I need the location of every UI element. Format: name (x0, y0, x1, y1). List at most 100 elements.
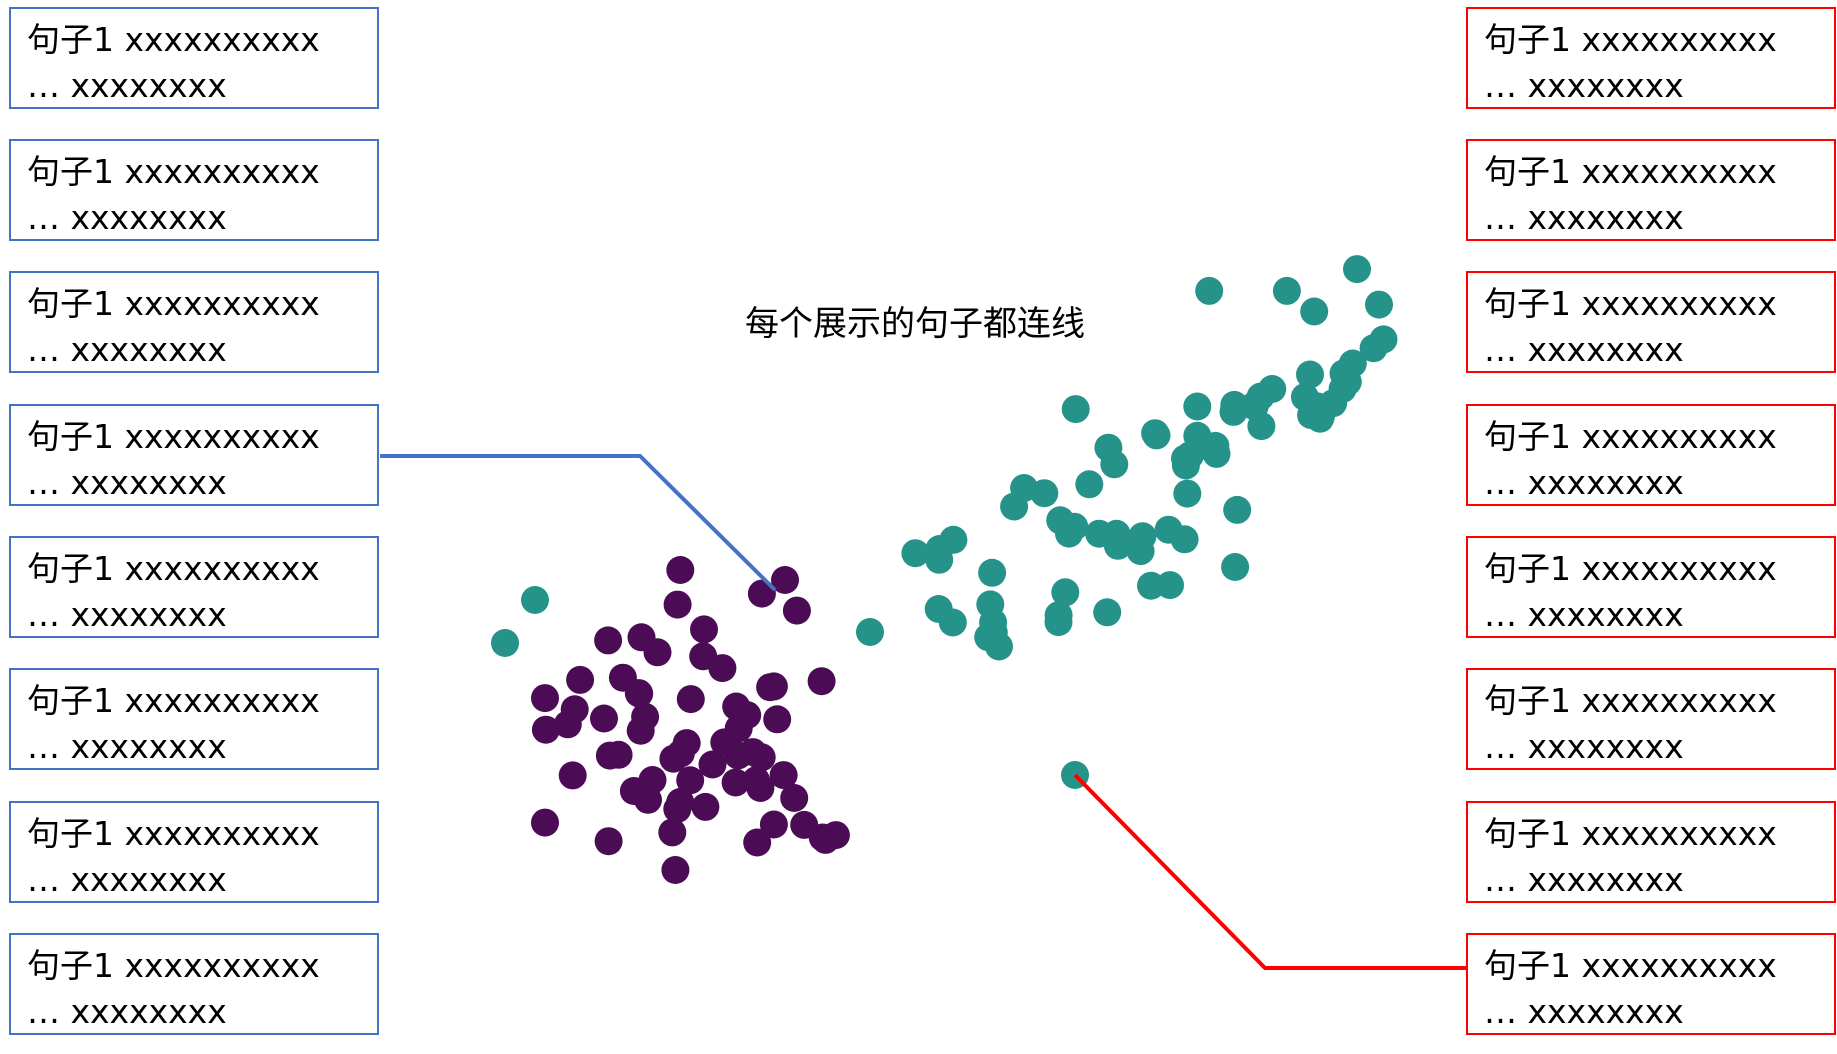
cluster-point-teal (1051, 578, 1080, 607)
cluster-point-purple (691, 792, 720, 821)
sentence-line-2: … xxxxxxxx (1484, 198, 1684, 237)
cluster-point-purple (811, 825, 840, 854)
sentence-line-2: … xxxxxxxx (27, 595, 227, 634)
red-connector-line (1073, 773, 1468, 970)
right-sentence-box[interactable]: 句子1 xxxxxxxxxx … xxxxxxxx (1466, 404, 1836, 506)
left-sentence-box[interactable]: 句子1 xxxxxxxxxx … xxxxxxxx (9, 271, 379, 373)
sentence-line-1: 句子1 xxxxxxxxxx (1484, 152, 1777, 191)
cluster-point-purple (558, 761, 587, 790)
left-sentence-box[interactable]: 句子1 xxxxxxxxxx … xxxxxxxx (9, 801, 379, 903)
sentence-line-2: … xxxxxxxx (27, 992, 227, 1031)
cluster-point-teal (1154, 515, 1183, 544)
cluster-point-purple (595, 741, 624, 770)
sentence-line-2: … xxxxxxxx (27, 198, 227, 237)
cluster-point-purple (590, 704, 618, 733)
left-sentence-box[interactable]: 句子1 xxxxxxxxxx … xxxxxxxx (9, 7, 379, 109)
sentence-line-1: 句子1 xxxxxxxxxx (27, 681, 320, 720)
right-sentence-box[interactable]: 句子1 xxxxxxxxxx … xxxxxxxx (1466, 536, 1836, 638)
sentence-line-2: … xxxxxxxx (27, 330, 227, 369)
right-sentence-box[interactable]: 句子1 xxxxxxxxxx … xxxxxxxx (1466, 801, 1836, 903)
sentence-line-2: … xxxxxxxx (27, 463, 227, 502)
cluster-point-teal (985, 632, 1013, 661)
cluster-point-teal (856, 618, 884, 646)
right-sentence-box[interactable]: 句子1 xxxxxxxxxx … xxxxxxxx (1466, 933, 1836, 1035)
cluster-point-purple (759, 810, 788, 839)
cluster-point-purple (743, 828, 772, 857)
cluster-point-purple (643, 638, 672, 667)
right-sentence-box[interactable]: 句子1 xxxxxxxxxx … xxxxxxxx (1466, 271, 1836, 373)
cluster-point-teal (1060, 512, 1089, 541)
sentence-line-1: 句子1 xxxxxxxxxx (1484, 417, 1777, 456)
cluster-point-purple (594, 626, 623, 655)
sentence-line-2: … xxxxxxxx (27, 860, 227, 899)
sentence-line-1: 句子1 xxxxxxxxxx (27, 814, 320, 853)
cluster-point-purple (698, 750, 727, 779)
sentence-line-1: 句子1 xxxxxxxxxx (1484, 946, 1777, 985)
cluster-point-teal (901, 539, 930, 568)
cluster-point-teal (1365, 290, 1393, 319)
cluster-point-teal (1195, 276, 1224, 305)
sentence-line-1: 句子1 xxxxxxxxxx (1484, 20, 1777, 59)
cluster-point-teal (1333, 367, 1362, 396)
left-sentence-box[interactable]: 句子1 xxxxxxxxxx … xxxxxxxx (9, 139, 379, 241)
cluster-point-teal (1141, 419, 1170, 448)
left-sentence-box[interactable]: 句子1 xxxxxxxxxx … xxxxxxxx (9, 404, 379, 506)
cluster-point-purple (661, 856, 690, 884)
cluster-point-teal (1369, 325, 1398, 354)
cluster-point-teal (1183, 392, 1212, 421)
cluster-point-teal (1223, 495, 1252, 524)
cluster-point-teal (521, 586, 549, 614)
right-sentence-box[interactable]: 句子1 xxxxxxxxxx … xxxxxxxx (1466, 668, 1836, 770)
cluster-point-purple (663, 795, 692, 823)
sentence-line-1: 句子1 xxxxxxxxxx (1484, 549, 1777, 588)
cluster-point-teal (1103, 531, 1132, 560)
sentence-line-2: … xxxxxxxx (1484, 330, 1684, 369)
sentence-line-2: … xxxxxxxx (27, 66, 227, 105)
cluster-point-teal (1296, 360, 1324, 389)
cluster-point-purple (531, 684, 559, 713)
sentence-line-1: 句子1 xxxxxxxxxx (1484, 814, 1777, 853)
sentence-line-1: 句子1 xxxxxxxxxx (27, 152, 320, 191)
sentence-line-2: … xxxxxxxx (1484, 595, 1684, 634)
cluster-point-purple (626, 716, 655, 745)
cluster-point-purple (553, 710, 582, 739)
cluster-point-teal (1220, 390, 1249, 419)
sentence-line-2: … xxxxxxxx (1484, 66, 1684, 105)
right-sentence-box[interactable]: 句子1 xxxxxxxxxx … xxxxxxxx (1466, 7, 1836, 109)
teal-cluster (491, 255, 1398, 789)
sentence-line-1: 句子1 xxxxxxxxxx (1484, 284, 1777, 323)
cluster-point-purple (666, 556, 695, 584)
left-sentence-box[interactable]: 句子1 xxxxxxxxxx … xxxxxxxx (9, 536, 379, 638)
blue-connector-line (380, 454, 777, 592)
cluster-point-purple (807, 667, 836, 696)
cluster-point-purple (634, 785, 662, 814)
cluster-point-purple (625, 679, 654, 708)
cluster-point-teal (1319, 389, 1348, 418)
cluster-point-teal (491, 629, 519, 657)
cluster-point-teal (1171, 451, 1200, 480)
cluster-point-purple (780, 784, 809, 812)
sentence-line-1: 句子1 xxxxxxxxxx (27, 946, 320, 985)
left-sentence-box[interactable]: 句子1 xxxxxxxxxx … xxxxxxxx (9, 933, 379, 1035)
cluster-point-teal (979, 608, 1008, 637)
cluster-point-purple (531, 808, 559, 837)
cluster-point-purple (721, 768, 750, 797)
sentence-line-2: … xxxxxxxx (27, 727, 227, 766)
cluster-point-teal (1156, 571, 1184, 600)
sentence-line-1: 句子1 xxxxxxxxxx (27, 284, 320, 323)
cluster-point-teal (1300, 297, 1329, 326)
cluster-point-purple (733, 701, 762, 730)
cluster-point-teal (1061, 395, 1090, 424)
cluster-point-teal (938, 608, 967, 637)
cluster-point-purple (769, 761, 798, 790)
cluster-point-purple (566, 665, 595, 694)
left-sentence-box[interactable]: 句子1 xxxxxxxxxx … xxxxxxxx (9, 668, 379, 770)
cluster-point-purple (531, 715, 560, 744)
cluster-point-teal (1100, 450, 1129, 479)
cluster-point-purple (594, 827, 623, 856)
cluster-point-teal (1246, 382, 1275, 411)
sentence-line-2: … xxxxxxxx (1484, 992, 1684, 1031)
right-sentence-box[interactable]: 句子1 xxxxxxxxxx … xxxxxxxx (1466, 139, 1836, 241)
cluster-point-purple (747, 743, 776, 772)
